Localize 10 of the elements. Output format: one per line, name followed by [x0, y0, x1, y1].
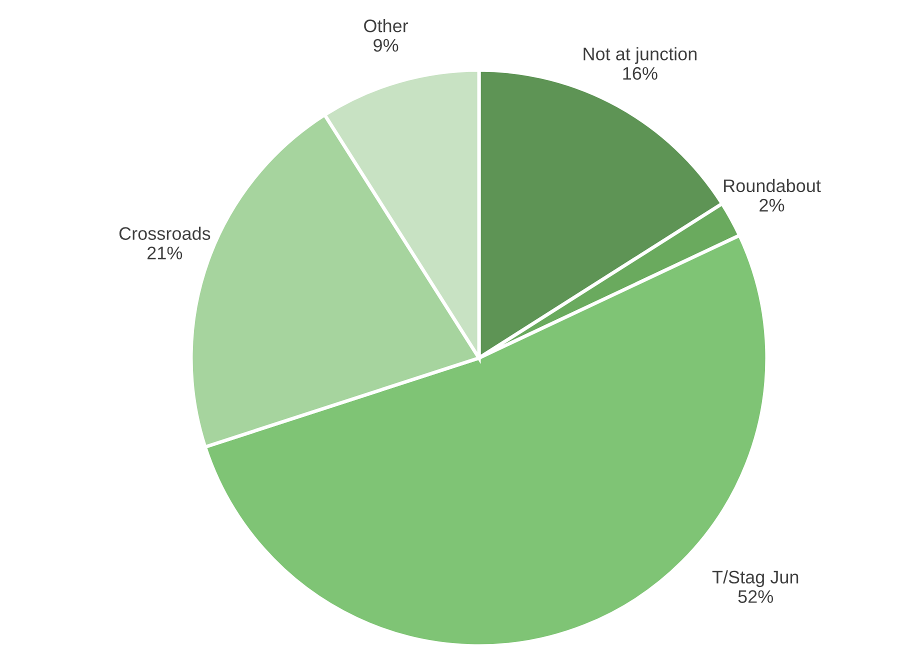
slice-label: Not at junction	[584, 47, 696, 64]
data-label: 2%	[760, 198, 784, 212]
slice-label: Crossroads	[119, 226, 210, 240]
data-label: 21%	[148, 246, 182, 260]
data-label: 16%	[623, 67, 658, 80]
slice-label: T/Stag Jun	[712, 570, 798, 588]
data-label: 52%	[738, 590, 774, 603]
slice-label: Other	[364, 19, 408, 32]
data-label: 9%	[374, 38, 398, 52]
slice-label: Roundabout	[724, 178, 821, 192]
